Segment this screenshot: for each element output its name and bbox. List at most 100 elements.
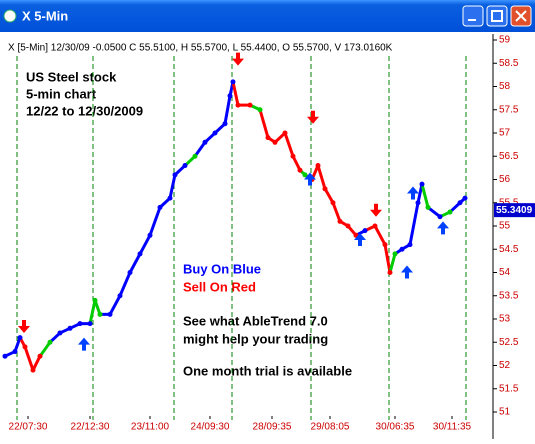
price-point bbox=[167, 195, 173, 201]
price-point bbox=[97, 311, 103, 317]
price-point bbox=[157, 204, 163, 210]
price-point bbox=[212, 130, 218, 136]
price-point bbox=[12, 349, 18, 355]
price-point bbox=[419, 181, 425, 187]
y-tick-label: 54.5 bbox=[499, 244, 519, 255]
price-point bbox=[107, 311, 113, 317]
annotation: US Steel stock bbox=[26, 69, 117, 84]
price-point bbox=[257, 107, 263, 113]
price-point bbox=[282, 130, 288, 136]
buy-arrow bbox=[354, 232, 366, 246]
annotation: 5-min chart bbox=[26, 86, 97, 101]
price-point bbox=[87, 321, 93, 327]
sell-arrow bbox=[232, 52, 244, 66]
price-point bbox=[272, 139, 278, 145]
price-segment bbox=[128, 253, 142, 274]
price-point bbox=[22, 344, 28, 350]
price-point bbox=[137, 251, 143, 257]
maximize-button[interactable] bbox=[486, 5, 508, 27]
x-tick-label: 30/06:35 bbox=[376, 422, 415, 433]
price-point bbox=[182, 163, 188, 169]
x-tick-label: 24/09:30 bbox=[191, 422, 230, 433]
y-tick-label: 55 bbox=[499, 221, 511, 232]
price-point bbox=[437, 214, 443, 220]
price-point bbox=[127, 270, 133, 275]
price-segment bbox=[168, 174, 177, 199]
y-tick-label: 52.5 bbox=[499, 337, 519, 348]
price-point bbox=[192, 153, 198, 159]
promo: might help your trading bbox=[183, 331, 328, 346]
y-tick-label: 53 bbox=[499, 314, 511, 325]
price-segment bbox=[38, 341, 52, 358]
price-point bbox=[202, 139, 208, 145]
x-tick-label: 28/09:35 bbox=[253, 422, 292, 433]
price-point bbox=[297, 167, 303, 173]
price-segment bbox=[383, 244, 392, 273]
price-segment bbox=[193, 141, 207, 158]
price-segment bbox=[223, 95, 232, 124]
annotation: 12/22 to 12/30/2009 bbox=[26, 103, 143, 118]
price-point bbox=[330, 200, 336, 206]
price-point bbox=[382, 242, 388, 248]
price-segment bbox=[148, 206, 162, 236]
buy-arrow bbox=[407, 186, 419, 200]
price-point bbox=[415, 200, 421, 206]
price-point bbox=[30, 367, 36, 373]
y-tick-label: 57.5 bbox=[499, 104, 519, 115]
price-point bbox=[399, 246, 405, 252]
title-bar bbox=[0, 0, 535, 32]
window-title: X 5-Min bbox=[22, 8, 68, 23]
price-point bbox=[302, 172, 308, 178]
y-tick-label: 52 bbox=[499, 360, 511, 371]
price-point bbox=[387, 270, 393, 275]
price-segment bbox=[88, 300, 97, 324]
buy-arrow bbox=[78, 337, 90, 351]
promo: See what AbleTrend 7.0 bbox=[183, 313, 328, 328]
y-tick-label: 51 bbox=[499, 407, 511, 418]
sell-arrow bbox=[307, 110, 319, 124]
price-segment bbox=[388, 253, 397, 273]
x-tick-label: 22/12:30 bbox=[71, 422, 110, 433]
y-tick-label: 58.5 bbox=[499, 58, 519, 69]
price-point bbox=[457, 200, 463, 206]
price-point bbox=[47, 339, 53, 345]
price-point bbox=[117, 293, 123, 299]
x-tick-label: 30/11:35 bbox=[433, 422, 472, 433]
price-point bbox=[67, 325, 73, 331]
price-point bbox=[37, 353, 43, 359]
price-point bbox=[265, 135, 271, 141]
price-point bbox=[372, 223, 378, 229]
header: X [5-Min] 12/30/09 -0.0500 C 55.5100, H … bbox=[8, 43, 393, 54]
price-point bbox=[57, 330, 63, 336]
last-value-label: 55.3409 bbox=[496, 205, 533, 216]
y-tick-label: 56 bbox=[499, 174, 511, 185]
price-segment bbox=[23, 346, 35, 371]
price-point bbox=[235, 102, 241, 108]
price-segment bbox=[138, 234, 152, 255]
price-segment bbox=[31, 355, 42, 371]
price-point bbox=[247, 102, 253, 108]
price-point bbox=[392, 251, 398, 257]
price-point bbox=[230, 79, 236, 85]
price-point bbox=[345, 223, 351, 229]
app-icon bbox=[3, 9, 17, 23]
price-segment bbox=[291, 155, 302, 171]
price-segment bbox=[331, 202, 342, 222]
y-tick-label: 53.5 bbox=[499, 290, 519, 301]
price-point bbox=[337, 218, 343, 224]
y-tick-label: 58 bbox=[499, 81, 511, 92]
minimize-button[interactable] bbox=[462, 5, 484, 27]
price-point bbox=[407, 242, 413, 248]
price-point bbox=[2, 353, 8, 359]
price-segment bbox=[323, 188, 335, 204]
legend-text: Buy On Blue bbox=[183, 261, 261, 276]
buy-arrow bbox=[304, 172, 316, 186]
x-tick-label: 29/08:05 bbox=[311, 422, 350, 433]
price-segment bbox=[283, 132, 295, 157]
price-segment bbox=[408, 202, 420, 245]
y-tick-label: 56.5 bbox=[499, 151, 519, 162]
price-point bbox=[222, 121, 228, 127]
price-point bbox=[17, 335, 23, 341]
sell-arrow bbox=[18, 319, 30, 333]
